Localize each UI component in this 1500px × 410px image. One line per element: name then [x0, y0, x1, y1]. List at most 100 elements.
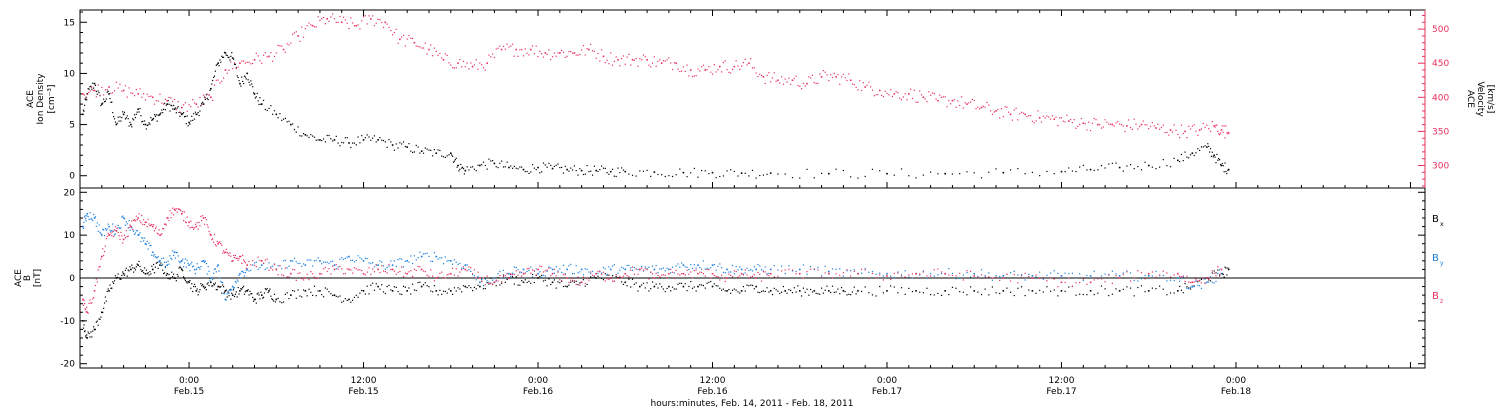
- velocity-dot: [402, 34, 405, 37]
- velocity-dot: [163, 103, 165, 105]
- density-dot: [548, 162, 550, 165]
- by-dot: [257, 268, 259, 270]
- velocity-dot: [942, 96, 944, 98]
- by-dot: [477, 276, 479, 278]
- by-dot: [893, 277, 895, 279]
- bx-dot: [1223, 276, 1225, 278]
- bx-dot: [966, 294, 968, 296]
- by-dot: [571, 273, 574, 275]
- by-dot: [222, 281, 224, 284]
- by-dot: [948, 267, 950, 270]
- bx-dot: [546, 285, 548, 287]
- velocity-dot: [453, 67, 456, 69]
- density-dot: [748, 175, 750, 177]
- bx-dot: [531, 273, 534, 276]
- bx-dot: [279, 301, 281, 303]
- velocity-dot: [1160, 126, 1163, 129]
- bx-dot: [419, 281, 421, 283]
- by-point: [653, 268, 656, 271]
- velocity-dot: [831, 76, 834, 79]
- density-dot: [410, 150, 412, 152]
- by-dot: [399, 258, 401, 260]
- by-point: [493, 277, 496, 279]
- bx-dot: [1009, 291, 1012, 293]
- bz-dot: [671, 271, 674, 273]
- bx-dot: [1057, 295, 1059, 297]
- bz-dot: [1009, 280, 1012, 282]
- bx-dot: [651, 281, 654, 283]
- bx-dot: [174, 277, 177, 280]
- bz-dot: [715, 275, 717, 278]
- bz-dot: [999, 279, 1001, 282]
- by-dot: [452, 263, 454, 265]
- velocity-dot: [579, 53, 581, 56]
- velocity-dot: [671, 68, 674, 71]
- bx-dot: [750, 284, 752, 286]
- density-point: [202, 103, 205, 105]
- by-dot: [470, 270, 472, 273]
- density-dot: [310, 134, 312, 136]
- bx-dot: [1200, 278, 1203, 281]
- density-dot: [145, 128, 147, 130]
- velocity-point: [675, 62, 677, 64]
- bx-dot: [112, 281, 114, 283]
- density-dot: [135, 113, 137, 115]
- by-dot: [980, 269, 983, 271]
- bz-dot: [1097, 277, 1099, 280]
- bz-dot: [477, 271, 479, 273]
- velocity-dot: [759, 73, 761, 75]
- velocity-dot: [1168, 134, 1170, 136]
- bz-dot: [919, 273, 921, 275]
- x-tick-time-label: 0:00: [179, 376, 199, 386]
- bx-dot: [252, 296, 254, 299]
- bx-dot: [642, 282, 645, 284]
- bx-dot: [533, 281, 535, 284]
- bz-dot: [262, 262, 265, 264]
- velocity-dot: [533, 52, 535, 55]
- velocity-dot: [470, 62, 472, 64]
- by-dot: [1133, 279, 1135, 281]
- density-dot: [451, 154, 453, 156]
- bx-dot: [194, 286, 197, 288]
- bz-dot: [386, 272, 388, 274]
- velocity-dot: [793, 77, 795, 80]
- by-dot: [882, 275, 884, 277]
- bz-dot: [515, 270, 517, 272]
- by-dot: [161, 258, 163, 260]
- velocity-dot: [1222, 131, 1224, 133]
- bz-dot: [190, 220, 192, 222]
- velocity-dot: [568, 51, 570, 53]
- density-dot: [123, 111, 126, 113]
- density-dot: [1024, 173, 1026, 175]
- bx-dot: [766, 287, 768, 289]
- by-dot: [1064, 272, 1066, 274]
- by-point: [144, 242, 147, 245]
- velocity-dot: [751, 67, 754, 69]
- bz-dot: [216, 240, 218, 243]
- velocity-dot: [910, 88, 912, 90]
- bz-dot: [704, 275, 706, 277]
- bx-dot: [473, 286, 476, 289]
- bx-dot: [355, 294, 357, 296]
- bz-dot: [128, 226, 130, 229]
- bz-point: [210, 234, 212, 236]
- by-dot: [408, 261, 410, 263]
- density-dot: [192, 119, 194, 121]
- velocity-dot: [1002, 116, 1004, 118]
- velocity-dot: [1099, 124, 1101, 126]
- density-dot: [149, 123, 151, 125]
- bx-dot: [548, 278, 550, 280]
- velocity-point: [108, 86, 110, 88]
- bx-dot: [748, 285, 750, 287]
- velocity-dot: [548, 49, 550, 51]
- density-dot: [864, 175, 866, 178]
- density-dot: [441, 155, 443, 157]
- bx-dot: [773, 287, 775, 289]
- density-dot: [791, 177, 794, 179]
- density-dot: [1108, 163, 1110, 165]
- density-dot: [350, 146, 352, 148]
- density-dot: [288, 120, 290, 122]
- velocity-dot: [555, 55, 557, 57]
- density-dot: [143, 120, 146, 122]
- by-dot: [641, 265, 643, 268]
